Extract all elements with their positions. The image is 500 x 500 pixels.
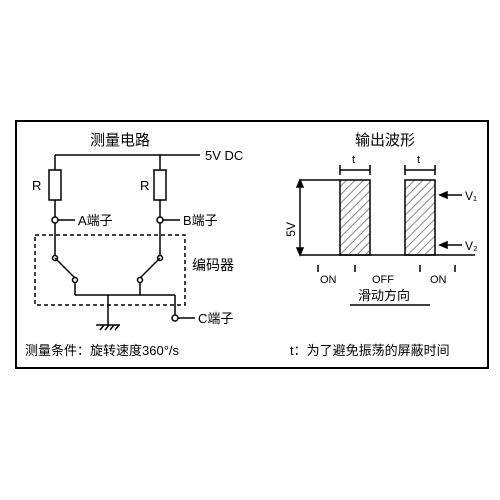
t-label-2: t — [417, 154, 420, 166]
encoder-label: 编码器 — [192, 257, 234, 273]
voltage-label: 5V DC — [205, 148, 243, 163]
circuit-diagram: 测量电路 5V DC R R A端子 B端子 编码器 C端子 测量条件：旋转速度… — [0, 0, 500, 500]
terminal-b-label: B端子 — [183, 213, 218, 228]
v2-label: V₂ — [465, 239, 478, 253]
on-label-2: ON — [430, 274, 447, 286]
circuit-title: 测量电路 — [90, 132, 150, 149]
slide-direction-label: 滑动方向 — [358, 288, 410, 303]
off-label: OFF — [372, 274, 394, 286]
v-axis-label: 5V — [284, 222, 298, 237]
t-note-label: t：为了避免振荡的屏蔽时间 — [290, 343, 450, 358]
t-label-1: t — [352, 154, 355, 166]
terminal-c-label: C端子 — [198, 311, 233, 326]
v1-label: V₁ — [465, 189, 477, 203]
waveform-title: 输出波形 — [355, 132, 415, 149]
measure-condition: 测量条件：旋转速度360°/s — [25, 343, 180, 358]
terminal-a-label: A端子 — [78, 213, 113, 228]
on-label-1: ON — [320, 274, 337, 286]
resistor-right-label: R — [140, 178, 149, 193]
resistor-left-label: R — [32, 178, 41, 193]
